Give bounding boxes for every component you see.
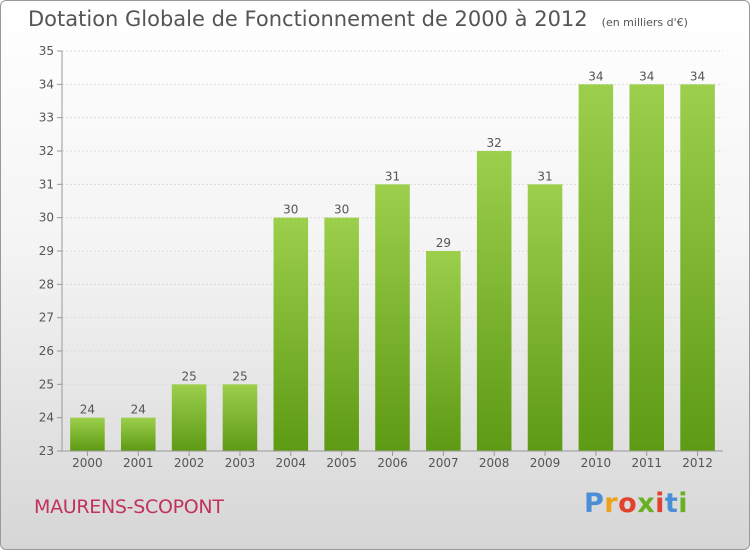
x-tick-label: 2007: [428, 456, 459, 470]
y-tick-label: 33: [39, 111, 54, 125]
y-tick-label: 25: [39, 377, 54, 391]
y-tick-label: 23: [39, 444, 54, 458]
y-tick-label: 31: [39, 177, 54, 191]
bar: [476, 151, 512, 451]
data-label: 24: [80, 403, 95, 417]
y-tick-label: 32: [39, 144, 54, 158]
y-tick-label: 27: [39, 311, 54, 325]
x-tick-label: 2010: [581, 456, 612, 470]
data-label: 34: [639, 69, 654, 83]
title-text: Dotation Globale de Fonctionnement de 20…: [28, 7, 588, 31]
commune-name: MAURENS-SCOPONT: [34, 496, 224, 518]
y-tick-label: 30: [39, 211, 54, 225]
x-tick-label: 2002: [174, 456, 205, 470]
bar: [70, 417, 105, 451]
bar: [324, 217, 359, 451]
data-label: 29: [436, 236, 451, 250]
x-tick-label: 2006: [377, 456, 408, 470]
x-tick-label: 2011: [631, 456, 662, 470]
y-tick-label: 24: [39, 411, 54, 425]
data-label: 25: [232, 369, 247, 383]
x-tick-label: 2008: [479, 456, 510, 470]
chart-title: Dotation Globale de Fonctionnement de 20…: [28, 7, 688, 31]
bar: [578, 84, 614, 451]
data-label: 25: [181, 369, 196, 383]
x-tick-label: 2009: [530, 456, 561, 470]
data-label: 34: [690, 69, 705, 83]
y-tick-label: 28: [39, 277, 54, 291]
y-tick-label: 34: [39, 77, 54, 91]
units-note: (en milliers d'€): [601, 16, 688, 29]
y-tick-label: 29: [39, 244, 54, 258]
axis-layer: 23 24 25 26 27 28 29 30 31 32 33 34 35 2000 2001 2002 20…: [39, 44, 723, 470]
bar: [171, 384, 207, 451]
y-tick-label: 26: [39, 344, 54, 358]
bar: [375, 184, 410, 452]
bar: [426, 251, 461, 451]
bar-layer: 24 24 25 25 30 30 31 29 32 31 34 34 34: [70, 69, 715, 452]
x-tick-label: 2012: [682, 456, 713, 470]
data-label: 32: [487, 136, 502, 150]
x-tick-label: 2000: [72, 456, 103, 470]
data-label: 34: [588, 69, 603, 83]
x-tick-label: 2004: [276, 456, 307, 470]
y-tick-label: 35: [39, 44, 54, 58]
data-label: 30: [283, 203, 298, 217]
bar: [273, 217, 309, 451]
x-tick-label: 2003: [225, 456, 256, 470]
data-label: 30: [334, 203, 349, 217]
data-label: 24: [131, 403, 146, 417]
proxiti-logo[interactable]: Proxiti: [584, 488, 689, 519]
bar: [629, 84, 665, 451]
bar: [527, 184, 563, 452]
x-tick-label: 2005: [326, 456, 357, 470]
bar: [680, 84, 715, 451]
bar: [222, 384, 258, 451]
data-label: 31: [537, 169, 552, 183]
bar: [120, 417, 156, 451]
x-tick-label: 2001: [123, 456, 154, 470]
data-label: 31: [385, 169, 400, 183]
